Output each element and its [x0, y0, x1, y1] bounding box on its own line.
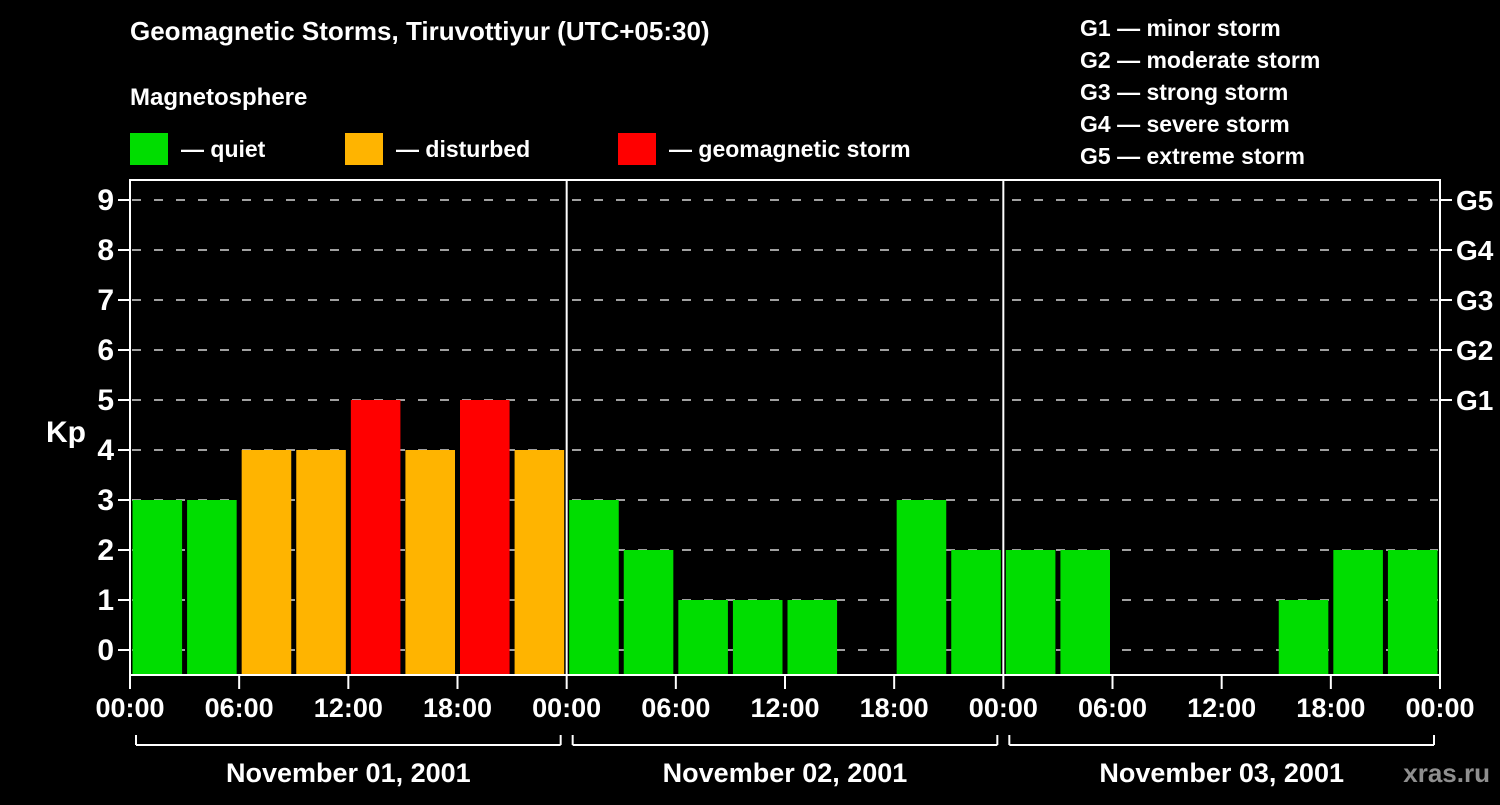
g-axis-label: G2: [1456, 335, 1493, 366]
disturbed-swatch: [345, 133, 383, 165]
kp-bar: [732, 600, 783, 675]
kp-bar: [241, 450, 292, 675]
kp-bar: [787, 600, 838, 675]
y-tick-label: 5: [97, 384, 114, 417]
g-axis-label: G4: [1456, 235, 1494, 266]
kp-bar: [623, 550, 674, 675]
g2-legend-line: G2 — moderate storm: [1080, 47, 1321, 73]
x-tick-label: 00:00: [1405, 693, 1474, 723]
kp-bar: [187, 500, 237, 675]
g-axis-label: G3: [1456, 285, 1493, 316]
x-tick-label: 18:00: [860, 693, 929, 723]
kp-bar: [1333, 550, 1383, 675]
kp-bar: [132, 500, 183, 675]
y-tick-label: 4: [97, 434, 114, 467]
g4-legend-line: G4 — severe storm: [1080, 111, 1290, 137]
kp-bar: [405, 450, 455, 675]
legend-heading: Magnetosphere: [130, 84, 308, 111]
kp-bar: [1005, 550, 1056, 675]
kp-bar: [350, 400, 401, 675]
x-tick-label: 06:00: [205, 693, 274, 723]
x-tick-label: 12:00: [750, 693, 819, 723]
x-tick-label: 18:00: [423, 693, 492, 723]
kp-bar: [1278, 600, 1329, 675]
date-label: November 03, 2001: [1099, 758, 1344, 788]
date-label: November 01, 2001: [226, 758, 471, 788]
y-tick-label: 9: [97, 184, 114, 217]
y-tick-label: 8: [97, 234, 114, 267]
kp-bar: [460, 400, 510, 675]
kp-bar: [951, 550, 1001, 675]
g3-legend-line: G3 — strong storm: [1080, 79, 1289, 105]
legend-item-quiet: — quiet: [130, 132, 265, 166]
y-tick-label: 6: [97, 334, 114, 367]
kp-bar: [678, 600, 728, 675]
g-axis-label: G5: [1456, 185, 1493, 216]
date-label: November 02, 2001: [663, 758, 908, 788]
g5-legend-line: G5 — extreme storm: [1080, 143, 1305, 169]
y-tick-label: 7: [97, 284, 114, 317]
kp-bar: [514, 450, 565, 675]
x-tick-label: 06:00: [1078, 693, 1147, 723]
x-tick-label: 00:00: [95, 693, 164, 723]
y-tick-label: 1: [97, 584, 114, 617]
kp-bar: [569, 500, 619, 675]
y-tick-label: 2: [97, 534, 114, 567]
y-tick-label: 0: [97, 634, 114, 667]
x-tick-label: 00:00: [532, 693, 601, 723]
y-axis-title: Kp: [46, 416, 86, 449]
kp-bar: [296, 450, 346, 675]
x-tick-label: 00:00: [969, 693, 1038, 723]
x-tick-label: 12:00: [1187, 693, 1256, 723]
kp-bar: [1387, 550, 1438, 675]
g-axis-label: G1: [1456, 385, 1493, 416]
chart-title: Geomagnetic Storms, Tiruvottiyur (UTC+05…: [130, 16, 710, 46]
legend-item-storm: — geomagnetic storm: [618, 132, 911, 166]
kp-bar: [896, 500, 947, 675]
legend-item-disturbed: — disturbed: [345, 132, 530, 166]
g-scale-legend: G1 — minor storm G2 — moderate storm G3 …: [1080, 12, 1320, 172]
watermark: xras.ru: [1403, 758, 1490, 788]
disturbed-label: — disturbed: [396, 135, 531, 162]
x-tick-label: 06:00: [641, 693, 710, 723]
y-tick-label: 3: [97, 484, 114, 517]
storm-label: — geomagnetic storm: [669, 135, 911, 162]
g1-legend-line: G1 — minor storm: [1080, 15, 1281, 41]
kp-bar: [1060, 550, 1110, 675]
x-tick-label: 12:00: [314, 693, 383, 723]
quiet-label: — quiet: [181, 135, 266, 162]
storm-swatch: [618, 133, 656, 165]
x-tick-label: 18:00: [1296, 693, 1365, 723]
quiet-swatch: [130, 133, 168, 165]
